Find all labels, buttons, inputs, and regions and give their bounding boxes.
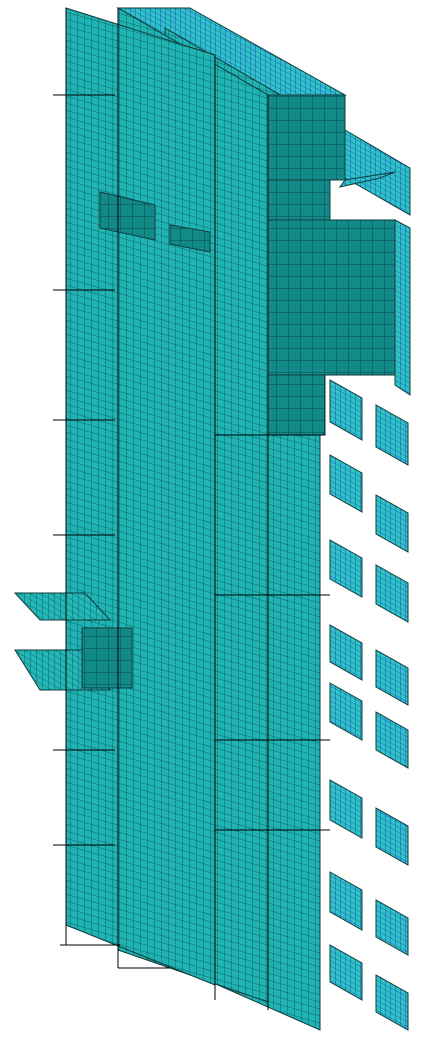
small-panel (329, 539, 363, 598)
cutout-block (99, 191, 156, 241)
small-panel (375, 404, 409, 466)
small-panel (329, 682, 363, 741)
small-panel (375, 494, 409, 553)
small-panel (375, 974, 409, 1031)
small-panel (375, 899, 409, 956)
small-panel (375, 711, 409, 769)
small-panel (329, 379, 363, 441)
flange (338, 171, 396, 188)
left-flange (13, 592, 112, 621)
flange (344, 129, 411, 216)
plate-front (65, 7, 216, 986)
flange (394, 219, 411, 396)
box-top (267, 94, 346, 181)
small-panel (375, 649, 409, 706)
left-block (81, 627, 133, 689)
box-body (267, 219, 396, 376)
small-panel (329, 779, 363, 839)
box-foot (267, 374, 326, 436)
small-panel (375, 807, 409, 866)
small-panel (329, 624, 363, 681)
beams (53, 8, 330, 1010)
box-neck (267, 179, 331, 221)
small-panel (329, 454, 363, 513)
small-panel (329, 944, 363, 1001)
cutout-block (169, 224, 211, 253)
small-panel (329, 871, 363, 931)
small-panel (375, 564, 409, 623)
small-panels (329, 379, 409, 1031)
